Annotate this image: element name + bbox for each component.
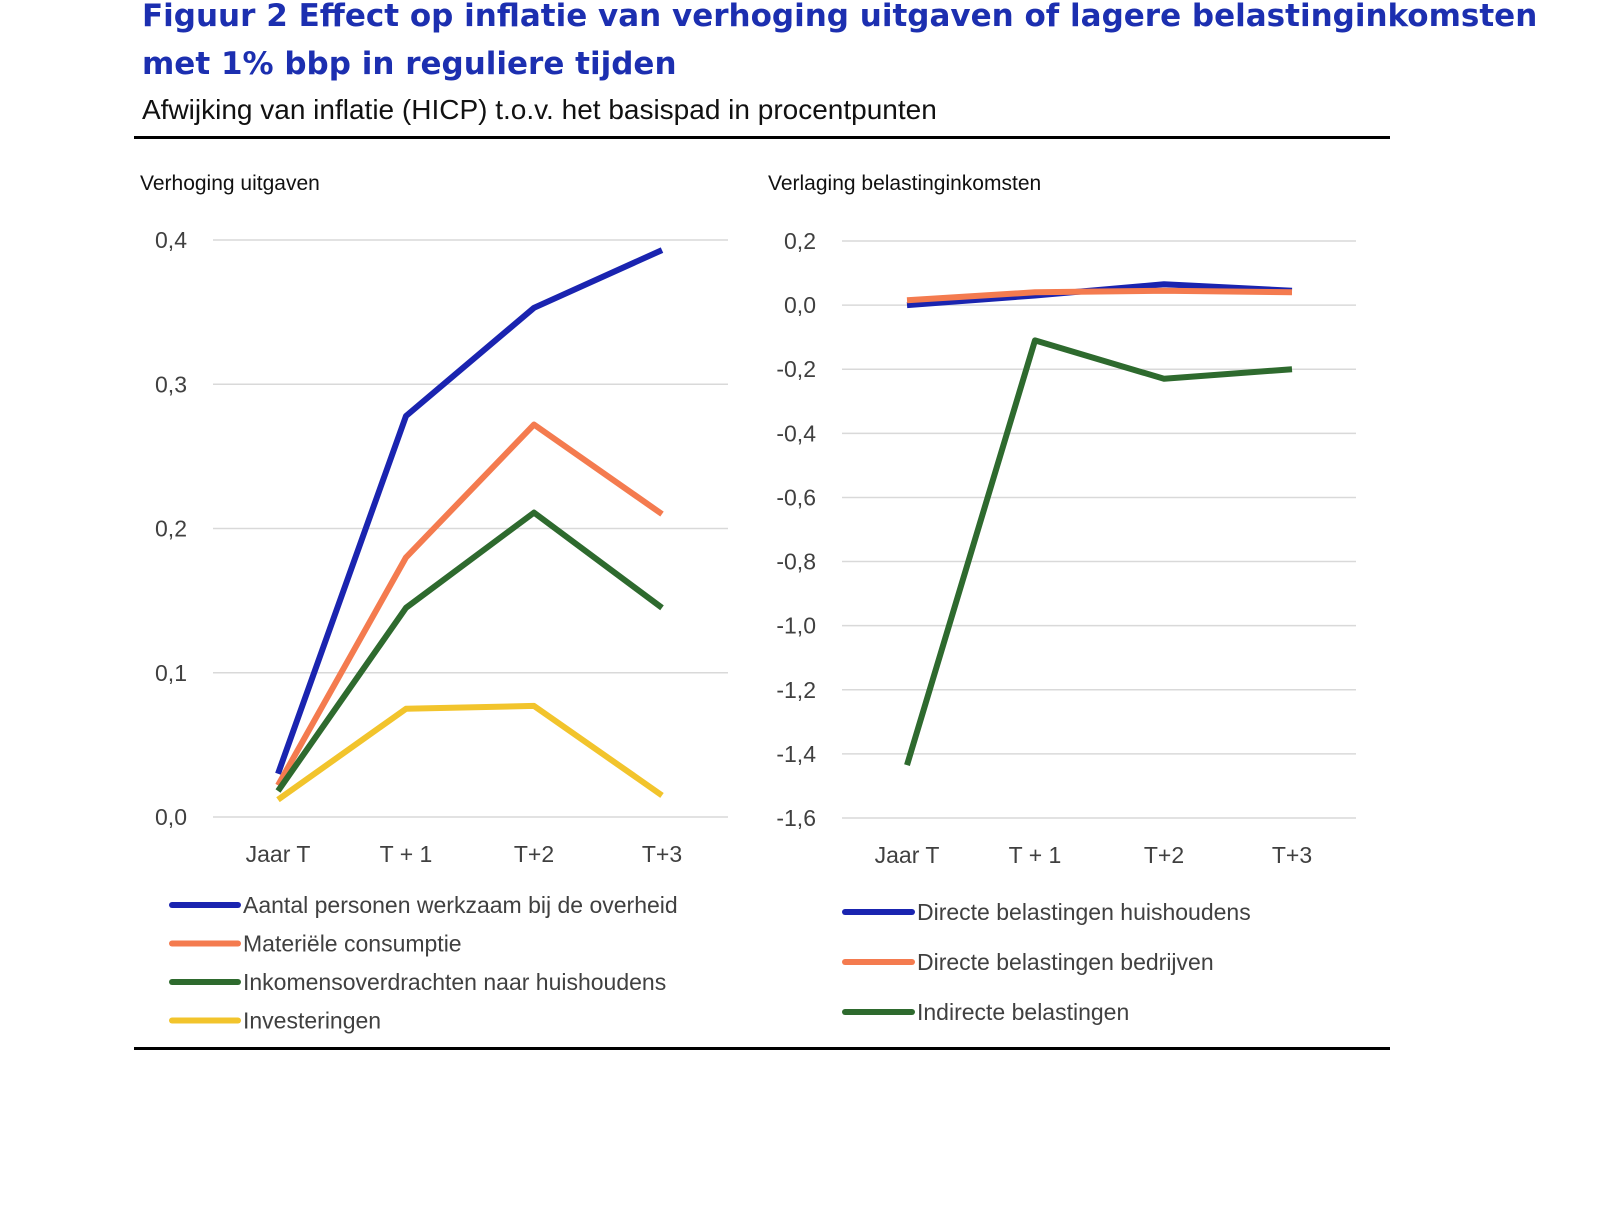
y-tick-label: -1,2: [776, 677, 816, 703]
chart-title: Verlaging belastinginkomsten: [768, 172, 1041, 195]
y-tick-label: -0,6: [776, 484, 816, 510]
series-line: [275, 247, 664, 775]
y-tick-label: 0,0: [784, 292, 816, 318]
y-tick-label: -0,8: [776, 549, 816, 575]
legend-label: Indirecte belastingen: [917, 999, 1129, 1025]
y-tick-label: 0,3: [155, 371, 187, 397]
x-tick-label: Jaar T: [246, 841, 311, 867]
y-tick-label: 0,2: [784, 228, 816, 254]
x-tick-label: T+3: [642, 841, 682, 867]
series-line: [906, 287, 1293, 304]
legend-label: Inkomensoverdrachten naar huishoudens: [243, 969, 666, 995]
x-tick-label: Jaar T: [875, 842, 940, 868]
x-tick-label: T + 1: [380, 841, 433, 867]
series-line: [275, 421, 664, 787]
x-tick-label: T+2: [1144, 842, 1184, 868]
figure-subtitle: Afwijking van inflatie (HICP) t.o.v. het…: [142, 94, 937, 125]
x-tick-label: T + 1: [1009, 842, 1062, 868]
y-tick-label: -0,4: [776, 420, 816, 446]
series-line: [276, 702, 664, 803]
figure-title: Figuur 2 Effect op inflatie van verhogin…: [142, 0, 1538, 82]
y-tick-label: 0,1: [155, 660, 187, 686]
top-rule: [134, 136, 1390, 139]
chart-title: Verhoging uitgaven: [140, 172, 320, 195]
y-tick-label: -1,4: [776, 741, 816, 767]
legend-label: Aantal personen werkzaam bij de overheid: [243, 892, 678, 918]
legend-label: Directe belastingen huishoudens: [917, 899, 1251, 925]
y-tick-label: -1,0: [776, 613, 816, 639]
legend-label: Directe belastingen bedrijven: [917, 949, 1214, 975]
x-tick-label: T+2: [514, 841, 554, 867]
y-tick-label: 0,0: [155, 804, 187, 830]
x-tick-label: T+3: [1272, 842, 1312, 868]
bottom-rule: [134, 1047, 1390, 1050]
series-line: [904, 337, 1293, 766]
legend-label: Materiële consumptie: [243, 931, 462, 957]
series-line: [275, 509, 664, 793]
y-tick-label: -1,6: [776, 805, 816, 831]
y-tick-label: -0,2: [776, 356, 816, 382]
legend-label: Investeringen: [243, 1008, 381, 1034]
y-tick-label: 0,2: [155, 516, 187, 542]
y-tick-label: 0,4: [155, 227, 187, 253]
